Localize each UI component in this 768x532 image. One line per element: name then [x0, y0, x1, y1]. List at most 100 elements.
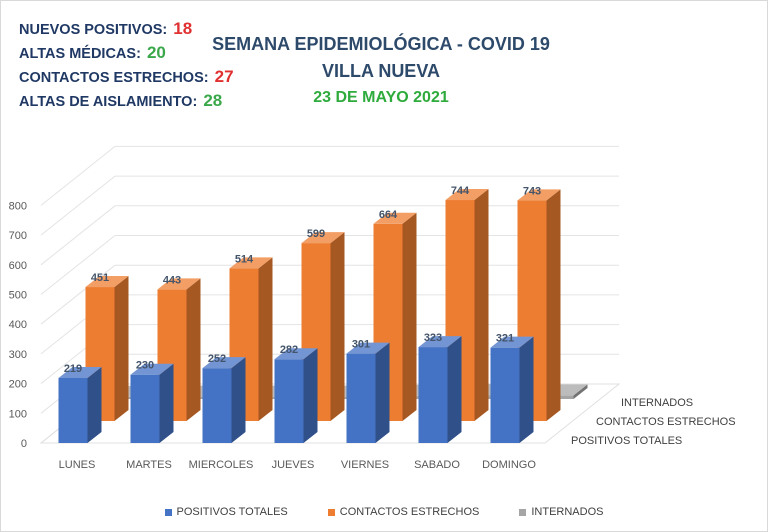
legend-item-internados: INTERNADOS — [519, 506, 603, 518]
bar-side-0-6 — [519, 336, 534, 443]
chart-legend: POSITIVOS TOTALES CONTACTOS ESTRECHOS IN… — [1, 506, 767, 518]
chart-plot: 0100200300400500600700800788811131245144… — [9, 145, 736, 471]
stat-label: CONTACTOS ESTRECHOS: — [19, 70, 209, 86]
x-tick-label: VIERNES — [341, 459, 389, 471]
data-label: 219 — [64, 363, 82, 375]
bar-top-1-3 — [301, 232, 345, 244]
y-tick-label: 0 — [21, 438, 27, 450]
bar-top-1-5 — [445, 189, 489, 201]
legend-swatch — [327, 508, 335, 516]
gridline-side — [40, 146, 116, 206]
bar-0-0 — [58, 377, 88, 443]
legend-item-positivos: POSITIVOS TOTALES — [164, 506, 288, 518]
bar-0-2 — [202, 368, 232, 443]
x-tick-label: MIERCOLES — [189, 459, 254, 471]
bar-0-5 — [418, 347, 448, 443]
depth-axis-label: INTERNADOS — [621, 397, 693, 409]
bar-side-1-4 — [402, 212, 417, 421]
bar-0-3 — [274, 359, 304, 443]
legend-swatch — [164, 508, 172, 516]
stat-label: ALTAS MÉDICAS: — [19, 46, 141, 62]
y-tick-label: 800 — [9, 200, 27, 212]
y-tick-label: 100 — [9, 408, 27, 420]
chart-title: SEMANA EPIDEMIOLÓGICA - COVID 19 — [212, 34, 550, 54]
chart-date: 23 DE MAYO 2021 — [313, 89, 449, 106]
bar-top-1-4 — [373, 212, 417, 224]
y-tick-label: 600 — [9, 260, 27, 272]
data-label: 743 — [523, 185, 541, 197]
bar-side-0-1 — [159, 363, 174, 443]
data-label: 451 — [91, 272, 109, 284]
stat-value: 27 — [214, 67, 234, 86]
bar-side-0-0 — [87, 366, 102, 443]
stat-nuevos-positivos: NUEVOS POSITIVOS: 18 — [19, 19, 192, 39]
bar-side-1-2 — [258, 257, 273, 421]
depth-axis-label: CONTACTOS ESTRECHOS — [596, 416, 736, 428]
data-label: 599 — [307, 228, 325, 240]
data-label: 301 — [352, 339, 370, 351]
x-tick-label: SABADO — [414, 459, 460, 471]
stat-altas-medicas: ALTAS MÉDICAS: 20 — [19, 43, 166, 63]
bar-top-0-5 — [418, 336, 462, 348]
bar-top-0-3 — [274, 348, 318, 360]
stat-altas-aislamiento: ALTAS DE AISLAMIENTO: 28 — [19, 91, 222, 111]
gridline-side — [40, 205, 116, 266]
depth-axis-label: POSITIVOS TOTALES — [571, 435, 682, 447]
gridline-side — [40, 175, 116, 236]
stat-value: 20 — [146, 43, 166, 62]
bar-top-1-6 — [517, 189, 561, 201]
bar-top-0-6 — [490, 336, 534, 348]
legend-swatch — [519, 508, 527, 516]
y-tick-label: 200 — [9, 379, 27, 391]
bar-side-0-5 — [447, 336, 462, 443]
bar-top-1-2 — [229, 257, 273, 269]
data-label: 443 — [163, 274, 181, 286]
stat-label: ALTAS DE AISLAMIENTO: — [19, 94, 198, 110]
bar-side-1-6 — [546, 189, 561, 421]
data-label: 252 — [208, 353, 226, 365]
y-tick-label: 400 — [9, 319, 27, 331]
bar-side-1-0 — [114, 276, 129, 421]
y-tick-label: 700 — [9, 230, 27, 242]
bar-side-1-3 — [330, 232, 345, 421]
bar-top-0-0 — [58, 366, 102, 378]
bar-side-0-4 — [375, 342, 390, 443]
bar-0-4 — [346, 353, 376, 443]
bar-side-0-2 — [231, 357, 246, 443]
legend-label: POSITIVOS TOTALES — [176, 506, 288, 518]
data-label: 230 — [136, 360, 154, 372]
bar-0-6 — [490, 347, 520, 443]
bar-side-2-6 — [573, 384, 588, 399]
bar-side-1-5 — [474, 189, 489, 421]
stat-value: 28 — [203, 91, 223, 110]
stat-label: NUEVOS POSITIVOS: — [19, 22, 168, 38]
chart-subtitle: VILLA NUEVA — [321, 61, 440, 81]
data-label: 321 — [496, 333, 514, 345]
data-label: 514 — [235, 253, 254, 265]
bar-top-0-1 — [130, 363, 174, 375]
y-tick-label: 500 — [9, 290, 27, 302]
bar-side-1-1 — [186, 278, 201, 421]
bar-top-0-4 — [346, 342, 390, 354]
gridline-side — [40, 235, 116, 295]
legend-label: INTERNADOS — [531, 506, 604, 518]
gridline-side — [40, 264, 116, 325]
data-label: 744 — [451, 185, 470, 197]
x-tick-label: DOMINGO — [482, 459, 536, 471]
x-tick-label: MARTES — [126, 459, 172, 471]
data-label: 282 — [280, 344, 298, 356]
legend-item-contactos: CONTACTOS ESTRECHOS — [327, 506, 480, 518]
stat-value: 18 — [173, 19, 193, 38]
y-tick-label: 300 — [9, 349, 27, 361]
x-tick-label: JUEVES — [272, 459, 315, 471]
stat-contactos-estrechos: CONTACTOS ESTRECHOS: 27 — [19, 67, 234, 87]
bar-side-0-3 — [303, 348, 318, 443]
data-label: 664 — [379, 209, 398, 221]
legend-label: CONTACTOS ESTRECHOS — [339, 506, 480, 518]
bar-0-1 — [130, 374, 160, 443]
data-label: 323 — [424, 332, 442, 344]
bar-top-1-1 — [157, 278, 201, 290]
bar-top-0-2 — [202, 357, 246, 369]
bar-top-1-0 — [85, 276, 129, 288]
